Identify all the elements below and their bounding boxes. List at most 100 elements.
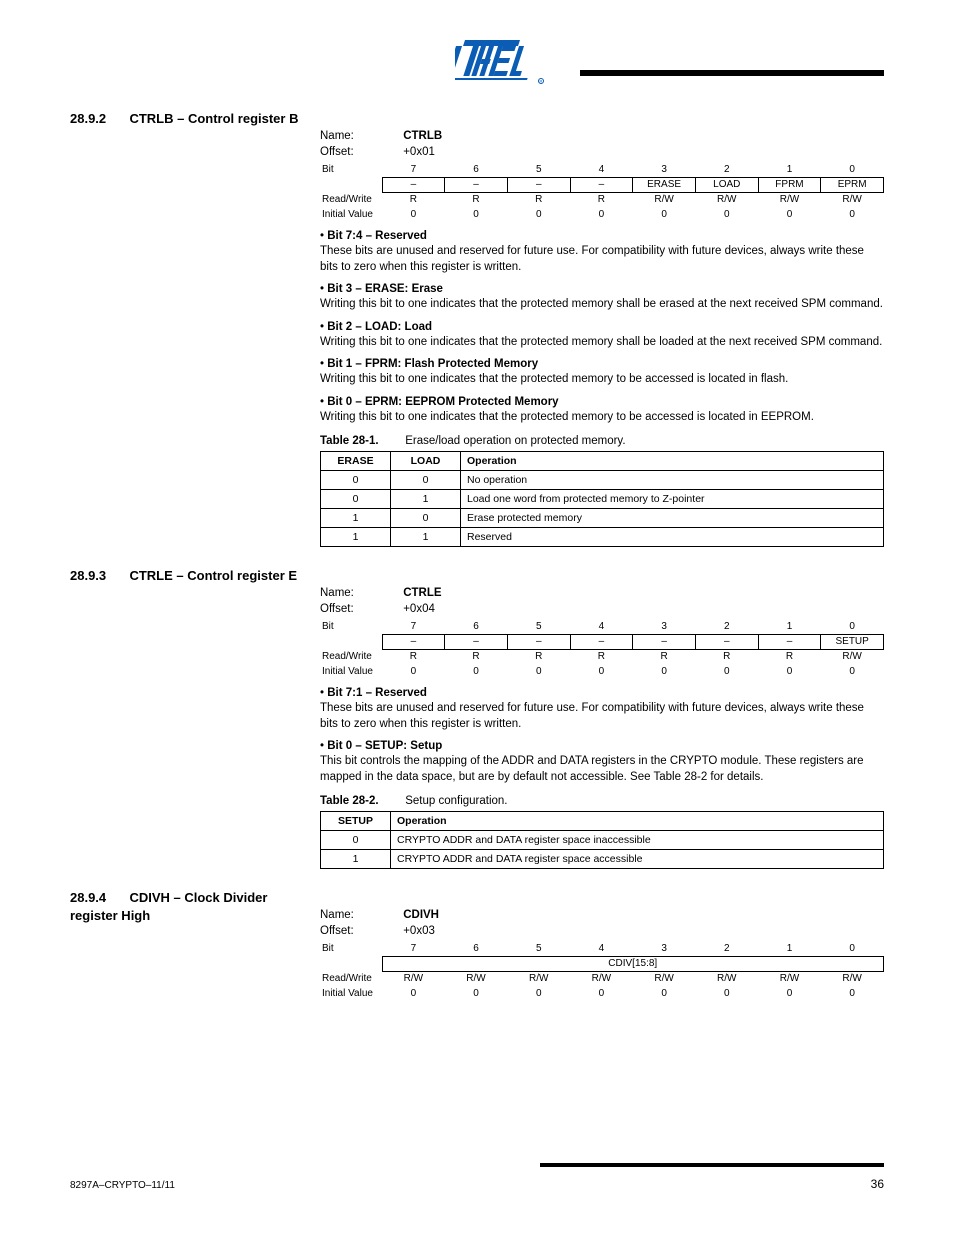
reg-offset-line: Offset: +0x01 bbox=[320, 146, 884, 158]
section-number: 28.9.2 bbox=[70, 111, 125, 126]
bits-table-cdivh: Bit 7 6 5 4 3 2 1 0 CDIV[15:8] bbox=[320, 941, 884, 1001]
bullet-reserved: • Bit 7:1 – Reserved bbox=[320, 687, 884, 699]
bit-cell: EPRM bbox=[821, 177, 884, 192]
atmel-logo: R bbox=[455, 40, 565, 88]
init-cell: 0 bbox=[445, 664, 508, 679]
bullet-title: Bit 7:1 – Reserved bbox=[327, 687, 427, 699]
init-cell: 0 bbox=[695, 207, 758, 222]
bullet-load: • Bit 2 – LOAD: Load bbox=[320, 321, 884, 333]
td: 1 bbox=[321, 528, 391, 547]
table-caption-text: Setup configuration. bbox=[405, 795, 507, 807]
reg-name: CTRLB bbox=[403, 130, 442, 142]
rw-cell: R/W bbox=[445, 971, 508, 986]
bit-cell: – bbox=[382, 177, 445, 192]
td: CRYPTO ADDR and DATA register space inac… bbox=[391, 831, 884, 850]
bit-col: 1 bbox=[758, 941, 821, 956]
para: These bits are unused and reserved for f… bbox=[320, 701, 884, 732]
init-cell: 0 bbox=[633, 664, 696, 679]
bullet-erase: • Bit 3 – ERASE: Erase bbox=[320, 283, 884, 295]
bit-col: 3 bbox=[633, 162, 696, 177]
rw-cell: R/W bbox=[633, 192, 696, 207]
table-label: Table 28-2. bbox=[320, 795, 402, 807]
rw-cell: R/W bbox=[695, 192, 758, 207]
td: CRYPTO ADDR and DATA register space acce… bbox=[391, 850, 884, 869]
doc-id: 8297A–CRYPTO–11/11 bbox=[70, 1180, 175, 1191]
init-cell: 0 bbox=[758, 664, 821, 679]
th: SETUP bbox=[321, 812, 391, 831]
bullet-eprm: • Bit 0 – EPRM: EEPROM Protected Memory bbox=[320, 396, 884, 408]
para: Writing this bit to one indicates that t… bbox=[320, 410, 884, 426]
para: Writing this bit to one indicates that t… bbox=[320, 335, 884, 351]
bit-cell: ERASE bbox=[633, 177, 696, 192]
td: 0 bbox=[391, 471, 461, 490]
bit-col: 5 bbox=[507, 619, 570, 634]
section-title: CTRLE – Control register E bbox=[129, 568, 297, 583]
bit-col: 5 bbox=[507, 162, 570, 177]
bit-col: 6 bbox=[445, 619, 508, 634]
bit-col: 2 bbox=[695, 941, 758, 956]
init-cell: 0 bbox=[570, 986, 633, 1001]
init-cell: 0 bbox=[695, 986, 758, 1001]
section-number: 28.9.4 bbox=[70, 890, 125, 905]
bit-cell: – bbox=[445, 634, 508, 649]
header-rule bbox=[580, 70, 884, 76]
td: 0 bbox=[321, 490, 391, 509]
bit-cell: – bbox=[445, 177, 508, 192]
init-cell: 0 bbox=[758, 207, 821, 222]
bit-col: 6 bbox=[445, 941, 508, 956]
bit-cell: – bbox=[695, 634, 758, 649]
rw-cell: R bbox=[695, 649, 758, 664]
reg-name-line: Name: CDIVH bbox=[320, 909, 884, 921]
section-ctrle: 28.9.3 CTRLE – Control register E Name: … bbox=[70, 567, 884, 869]
bit-cell: SETUP bbox=[821, 634, 884, 649]
page: R 28.9.2 CTRLB – Control register B Name… bbox=[0, 0, 954, 1235]
rw-cell: R bbox=[633, 649, 696, 664]
rw-cell: R/W bbox=[507, 971, 570, 986]
reg-name-line: Name: CTRLE bbox=[320, 587, 884, 599]
para: Writing this bit to one indicates that t… bbox=[320, 297, 884, 313]
rw-cell: R bbox=[445, 192, 508, 207]
bullet-title: Bit 2 – LOAD: Load bbox=[327, 321, 432, 333]
reg-name-line: Name: CTRLB bbox=[320, 130, 884, 142]
bit-col: 0 bbox=[821, 162, 884, 177]
init-cell: 0 bbox=[633, 986, 696, 1001]
bit-col: 1 bbox=[758, 162, 821, 177]
rw-cell: R bbox=[382, 649, 445, 664]
bullet-title: Bit 3 – ERASE: Erase bbox=[327, 283, 443, 295]
td: 0 bbox=[321, 831, 391, 850]
init-cell: 0 bbox=[507, 986, 570, 1001]
reg-offset: +0x04 bbox=[403, 603, 435, 615]
table1-caption: Table 28-1. Erase/load operation on prot… bbox=[320, 435, 884, 447]
rw-cell: R/W bbox=[758, 192, 821, 207]
init-cell: 0 bbox=[445, 986, 508, 1001]
rw-cell: R/W bbox=[821, 971, 884, 986]
init-cell: 0 bbox=[821, 664, 884, 679]
reg-offset: +0x01 bbox=[403, 146, 435, 158]
para: Writing this bit to one indicates that t… bbox=[320, 372, 884, 388]
td: 1 bbox=[391, 528, 461, 547]
reg-name: CTRLE bbox=[403, 587, 441, 599]
rw-cell: R bbox=[507, 192, 570, 207]
th: Operation bbox=[461, 452, 884, 471]
init-cell: 0 bbox=[570, 664, 633, 679]
rw-cell: R bbox=[507, 649, 570, 664]
page-number: 36 bbox=[871, 1177, 884, 1191]
td: 1 bbox=[391, 490, 461, 509]
rw-cell: R bbox=[758, 649, 821, 664]
bit-cell: LOAD bbox=[695, 177, 758, 192]
rw-cell: R/W bbox=[821, 192, 884, 207]
bit-col: 0 bbox=[821, 941, 884, 956]
bit-col: 6 bbox=[445, 162, 508, 177]
bit-cell: FPRM bbox=[758, 177, 821, 192]
table-caption-text: Erase/load operation on protected memory… bbox=[405, 435, 625, 447]
init-cell: 0 bbox=[570, 207, 633, 222]
bit-col: 3 bbox=[633, 941, 696, 956]
td: 1 bbox=[321, 850, 391, 869]
th: ERASE bbox=[321, 452, 391, 471]
bit-col: 4 bbox=[570, 941, 633, 956]
bits-table-ctrle: Bit 7 6 5 4 3 2 1 0 – – – bbox=[320, 619, 884, 679]
bits-table-ctrlb: Bit 7 6 5 4 3 2 1 0 – – – bbox=[320, 162, 884, 222]
rw-cell: R bbox=[382, 192, 445, 207]
reg-name: CDIVH bbox=[403, 909, 439, 921]
init-cell: 0 bbox=[445, 207, 508, 222]
